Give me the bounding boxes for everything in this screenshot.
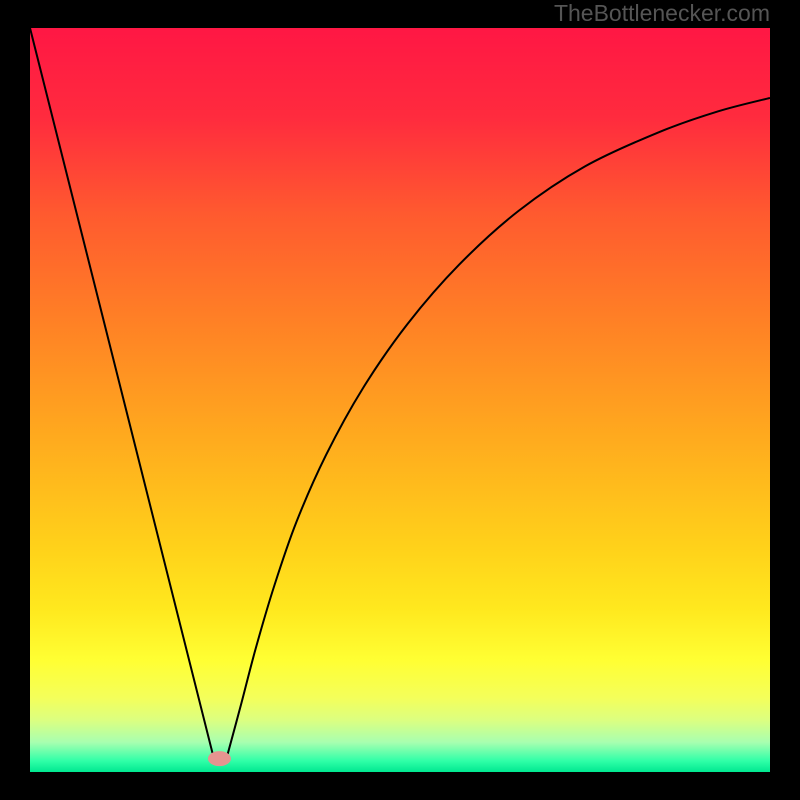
chart-container: TheBottlenecker.com bbox=[0, 0, 800, 800]
plot-svg bbox=[0, 0, 800, 800]
plot-background bbox=[30, 28, 770, 772]
watermark-label: TheBottlenecker.com bbox=[554, 0, 770, 27]
optimum-marker bbox=[208, 752, 230, 766]
